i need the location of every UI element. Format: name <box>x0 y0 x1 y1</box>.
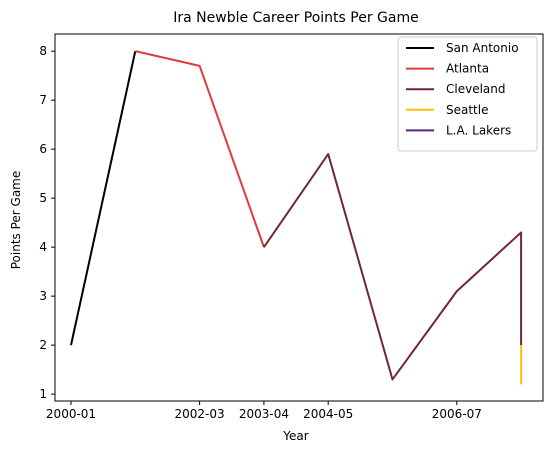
x-tick-label: 2006-07 <box>432 407 482 421</box>
legend-label: Atlanta <box>446 62 489 76</box>
x-axis-title: Year <box>282 429 308 443</box>
chart-title: Ira Newble Career Points Per Game <box>173 10 418 26</box>
y-tick-label: 8 <box>39 44 47 58</box>
series-line-san-antonio <box>70 50 137 346</box>
legend-label: Cleveland <box>446 82 506 96</box>
series-line-cleveland <box>263 153 523 381</box>
y-tick-label: 1 <box>39 387 47 401</box>
plot-frame <box>54 33 544 402</box>
series-line-atlanta <box>135 50 265 248</box>
y-axis-title: Points Per Game <box>9 171 23 270</box>
legend-label: Seattle <box>446 103 488 117</box>
y-tick-label: 6 <box>39 142 47 156</box>
y-tick-label: 2 <box>39 338 47 352</box>
legend-box <box>397 36 538 152</box>
legend-label: L.A. Lakers <box>446 123 511 137</box>
y-tick-label: 3 <box>39 289 47 303</box>
x-tick-label: 2002-03 <box>175 407 225 421</box>
legend: San Antonio Atlanta Cleveland Seattle L.A. L… <box>397 36 538 152</box>
y-tick-label: 5 <box>39 191 47 205</box>
x-tick-label: 2003-04 <box>239 407 289 421</box>
x-tick-label: 2000-01 <box>46 407 96 421</box>
y-tick-label: 4 <box>39 240 47 254</box>
legend-label: San Antonio <box>446 41 519 55</box>
axis-ticks: 2000-01 2002-03 2003-04 2004-05 2006-07 1 2 3 4 5… <box>39 44 482 421</box>
y-tick-label: 7 <box>39 93 47 107</box>
x-tick-label: 2004-05 <box>303 407 353 421</box>
series-lines <box>70 50 523 385</box>
